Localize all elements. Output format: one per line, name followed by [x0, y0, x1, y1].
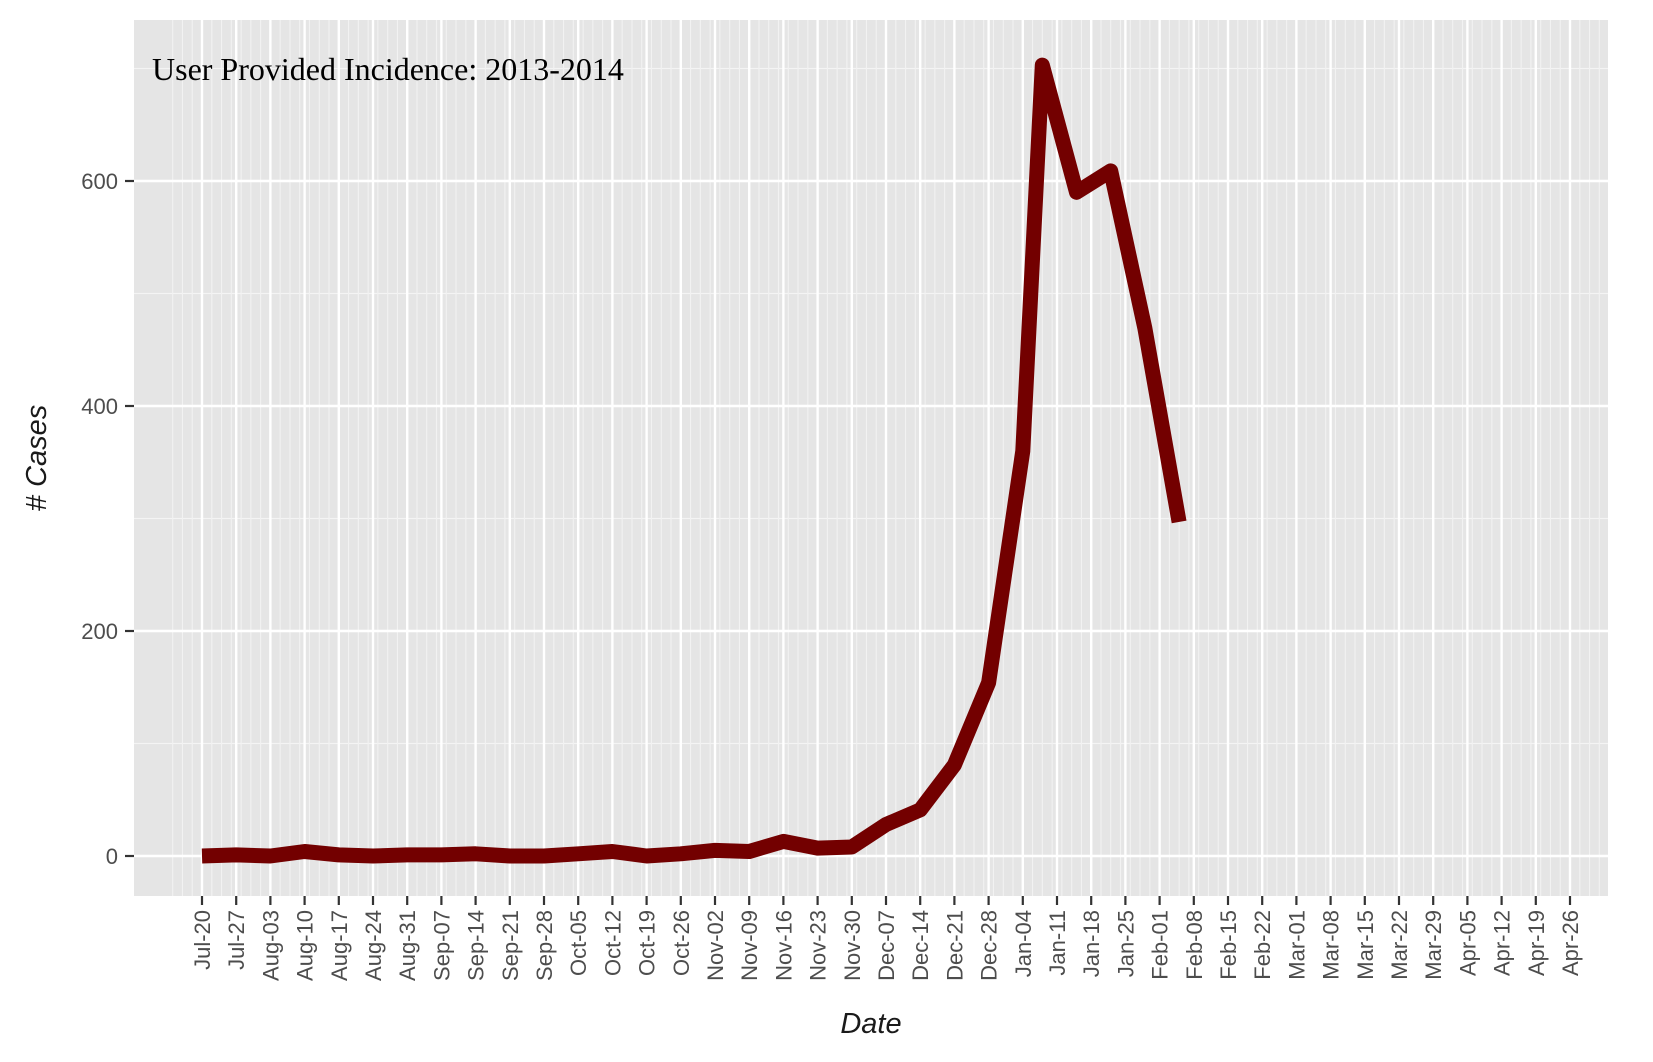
data-point [612, 851, 613, 852]
data-point [1022, 451, 1023, 452]
plot-panel [134, 20, 1608, 896]
x-tick-label: Aug-31 [395, 910, 420, 981]
data-point [1042, 65, 1043, 66]
data-point [749, 851, 750, 852]
data-point [202, 856, 203, 857]
y-tick-label: 0 [106, 844, 118, 869]
data-point [680, 853, 681, 854]
x-tick-label: Nov-16 [771, 910, 796, 981]
x-tick-label: Oct-26 [669, 910, 694, 976]
x-tick-label: Oct-12 [600, 910, 625, 976]
x-tick-label: Dec-14 [908, 910, 933, 981]
data-point [1144, 328, 1145, 329]
x-axis: Jul-20 Jul-27 Aug-03 Aug-10 Aug-17 Aug-24 Aug-… [190, 896, 1583, 981]
x-tick-label: Mar-15 [1353, 910, 1378, 980]
x-tick-label: Feb-15 [1216, 910, 1241, 980]
data-layer [201, 57, 1187, 864]
x-tick-label: Nov-30 [840, 910, 865, 981]
x-tick-label: Jan-11 [1045, 910, 1070, 976]
x-tick-label: Sep-21 [498, 910, 523, 981]
data-point [1110, 170, 1111, 171]
x-axis-title: Date [840, 1008, 901, 1040]
y-axis-title: # Cases [21, 405, 53, 511]
data-point [715, 850, 716, 851]
x-tick-label: Sep-28 [532, 910, 557, 981]
grid-minor [134, 20, 1608, 896]
y-tick-label: 600 [81, 169, 118, 194]
x-tick-label: Apr-19 [1524, 910, 1549, 976]
x-tick-label: Aug-10 [293, 910, 318, 981]
y-tick-label: 400 [81, 394, 118, 419]
x-tick-label: Oct-19 [635, 910, 660, 976]
grid-major [134, 20, 1608, 896]
data-point [441, 854, 442, 855]
x-tick-label: Aug-17 [327, 910, 352, 981]
x-tick-label: Feb-01 [1148, 910, 1173, 980]
x-tick-label: Dec-28 [977, 910, 1002, 981]
data-point [407, 854, 408, 855]
x-tick-label: Feb-22 [1250, 910, 1275, 980]
data-point [475, 853, 476, 854]
data-point [886, 824, 887, 825]
x-tick-label: Apr-12 [1490, 910, 1515, 976]
x-tick-label: Aug-03 [258, 910, 283, 981]
x-tick-label: Mar-22 [1387, 910, 1412, 980]
data-point [544, 856, 545, 857]
data-point [236, 854, 237, 855]
data-point [270, 856, 271, 857]
x-tick-label: Mar-08 [1319, 910, 1344, 980]
x-tick-label: Jan-04 [1011, 910, 1036, 977]
x-tick-label: Aug-24 [361, 910, 386, 981]
x-tick-label: Dec-07 [874, 910, 899, 981]
data-point [509, 856, 510, 857]
data-point [920, 809, 921, 810]
data-point [1179, 521, 1180, 522]
y-tick-label: 200 [81, 619, 118, 644]
data-point [988, 682, 989, 683]
data-point [1076, 192, 1077, 193]
data-point [817, 848, 818, 849]
series-line [201, 57, 1187, 864]
x-tick-label: Nov-23 [806, 910, 831, 981]
data-point [578, 853, 579, 854]
x-tick-label: Oct-05 [566, 910, 591, 976]
chart-annotation: User Provided Incidence: 2013-2014 [152, 51, 624, 87]
x-tick-label: Apr-05 [1455, 910, 1480, 976]
x-tick-label: Sep-14 [464, 910, 489, 981]
x-tick-label: Apr-26 [1558, 910, 1583, 976]
data-point [851, 847, 852, 848]
data-point [304, 851, 305, 852]
x-tick-label: Jul-20 [190, 910, 215, 970]
data-point [373, 856, 374, 857]
x-tick-label: Jan-18 [1079, 910, 1104, 977]
x-tick-label: Mar-01 [1284, 910, 1309, 980]
x-tick-label: Mar-29 [1421, 910, 1446, 980]
x-tick-label: Sep-07 [429, 910, 454, 981]
x-tick-label: Nov-09 [737, 910, 762, 981]
data-point [783, 841, 784, 842]
x-tick-label: Feb-08 [1182, 910, 1207, 980]
x-tick-label: Jan-25 [1113, 910, 1138, 977]
data-point [646, 856, 647, 857]
x-tick-label: Jul-27 [224, 910, 249, 970]
data-point [338, 854, 339, 855]
data-point [954, 764, 955, 765]
x-tick-label: Dec-21 [942, 910, 967, 981]
x-tick-label: Nov-02 [703, 910, 728, 981]
y-axis: 0 200 400 600 [81, 169, 134, 869]
